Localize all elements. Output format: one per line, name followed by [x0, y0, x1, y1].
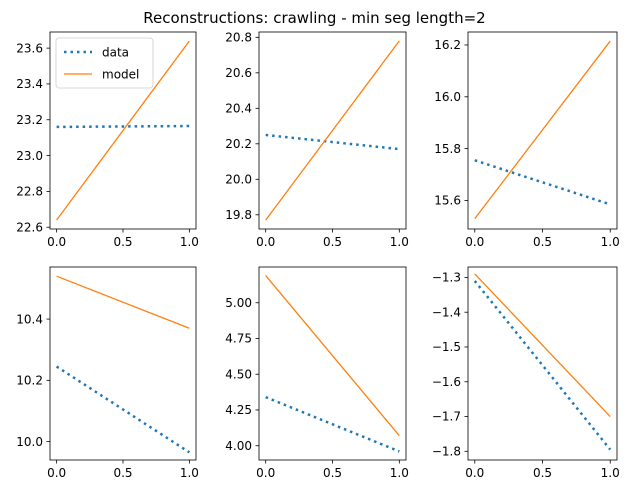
y-tick-label: 22.6 [16, 220, 43, 234]
subplot-6: 0.0 0.5 1.0 −1.3 −1.4 −1.5 −1.6 −1.7 −1.8 [432, 266, 620, 480]
y-tick-label: 22.8 [16, 185, 43, 199]
legend-item-model: model [64, 68, 139, 82]
y-tick-label: 23.2 [16, 113, 43, 127]
series-line-model [56, 40, 190, 221]
y-tick-label: 20.4 [225, 102, 252, 116]
y-tick-label: −1.5 [432, 340, 461, 354]
x-tick-label: 0.0 [47, 466, 66, 480]
legend: data model [55, 37, 154, 89]
y-tick-label: −1.4 [432, 305, 461, 319]
y-tick-label: 20.0 [225, 173, 252, 187]
y-tick-label: 23.6 [16, 41, 43, 55]
y-tick-label: 15.6 [434, 194, 461, 208]
x-tick-label: 0.5 [323, 466, 342, 480]
legend-item-data: data [64, 46, 129, 60]
y-tick-label: 16.2 [434, 38, 461, 52]
x-tick-label: 1.0 [601, 466, 620, 480]
x-tick-label: 0.5 [113, 466, 132, 480]
x-tick-label: 1.0 [390, 235, 409, 249]
legend-box [55, 37, 154, 89]
series-line-data [55, 365, 191, 454]
x-tick-label: 1.0 [390, 466, 409, 480]
series-line-data [265, 395, 400, 453]
legend-label: data [102, 46, 129, 60]
y-tick-label: 4.25 [225, 403, 252, 417]
y-tick-label: 20.2 [225, 137, 252, 151]
y-tick-label: 15.8 [434, 142, 461, 156]
subplot-4: 0.0 0.5 1.0 10.0 10.2 10.4 [16, 266, 199, 480]
axes-frame [467, 266, 618, 461]
y-tick-label: 10.0 [16, 435, 43, 449]
series-line-data [474, 159, 611, 206]
x-tick-label: 0.0 [256, 466, 275, 480]
x-tick-label: 0.5 [533, 466, 552, 480]
y-tick-label: 19.8 [225, 208, 252, 222]
y-tick-label: 4.50 [225, 367, 252, 381]
axes-frame [258, 266, 407, 461]
series-line-model [474, 273, 611, 417]
subplot-2: 0.0 0.5 1.0 19.8 20.0 20.2 20.4 20.6 20.8 [225, 31, 409, 249]
subplot-1: 0.0 0.5 1.0 22.6 22.8 23.0 23.2 23.4 23.6 [16, 31, 199, 249]
figure-title: Reconstructions: crawling - min seg leng… [143, 9, 485, 27]
y-tick-label: −1.3 [432, 271, 461, 285]
subplot-3: 0.0 0.5 1.0 15.6 15.8 16.0 16.2 [434, 31, 620, 249]
y-tick-label: 4.00 [225, 439, 252, 453]
y-tick-label: 23.4 [16, 77, 43, 91]
y-tick-label: 16.0 [434, 90, 461, 104]
y-tick-label: 10.4 [16, 312, 43, 326]
x-tick-label: 0.5 [113, 235, 132, 249]
x-tick-label: 1.0 [601, 235, 620, 249]
x-tick-label: 0.0 [47, 235, 66, 249]
y-tick-label: 5.00 [225, 296, 252, 310]
series-line-data [56, 124, 190, 129]
series-line-model [265, 40, 400, 221]
x-tick-label: 0.0 [465, 466, 484, 480]
subplot-grid: 0.0 0.5 1.0 22.6 22.8 23.0 23.2 23.4 23.6 0.0 0.5 1… [16, 31, 619, 480]
series-line-data [265, 133, 400, 151]
x-tick-label: 0.5 [533, 235, 552, 249]
y-tick-label: −1.8 [432, 445, 461, 459]
x-tick-label: 0.0 [465, 235, 484, 249]
x-tick-label: 1.0 [180, 466, 199, 480]
y-tick-label: −1.7 [432, 410, 461, 424]
y-tick-label: 10.2 [16, 374, 43, 388]
y-tick-label: 20.8 [225, 31, 252, 45]
y-tick-label: 20.6 [225, 66, 252, 80]
legend-label: model [102, 68, 139, 82]
subplot-5: 0.0 0.5 1.0 4.00 4.25 4.50 4.75 5.00 [225, 266, 409, 480]
y-tick-label: 4.75 [225, 332, 252, 346]
series-line-model [474, 40, 611, 220]
y-tick-label: 23.0 [16, 149, 43, 163]
series-line-model [56, 275, 190, 329]
y-tick-label: −1.6 [432, 375, 461, 389]
series-line-model [265, 275, 400, 437]
x-tick-label: 1.0 [180, 235, 199, 249]
series-line-data [473, 280, 612, 451]
x-tick-label: 0.5 [323, 235, 342, 249]
x-tick-label: 0.0 [256, 235, 275, 249]
axes-frame [49, 266, 197, 461]
